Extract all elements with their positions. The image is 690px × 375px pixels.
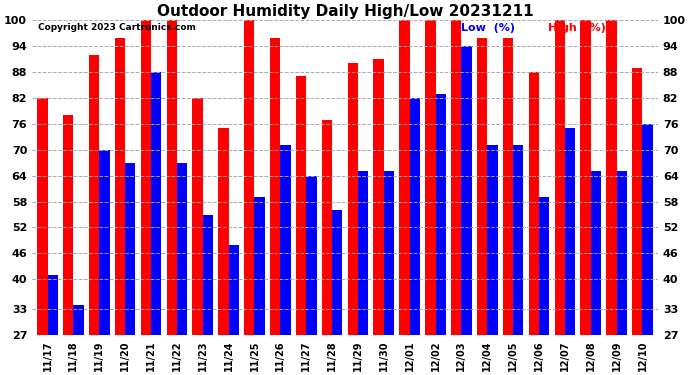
Text: Low  (%): Low (%) xyxy=(461,24,515,33)
Bar xyxy=(451,20,462,335)
Bar xyxy=(322,120,332,335)
Bar xyxy=(177,163,187,335)
Bar xyxy=(487,146,497,335)
Bar xyxy=(513,146,524,335)
Bar xyxy=(306,176,317,335)
Bar xyxy=(48,275,58,335)
Bar xyxy=(244,20,255,335)
Bar xyxy=(565,128,575,335)
Bar xyxy=(255,197,265,335)
Bar xyxy=(373,59,384,335)
Bar xyxy=(99,150,110,335)
Bar xyxy=(591,171,601,335)
Bar xyxy=(125,163,135,335)
Bar xyxy=(203,214,213,335)
Title: Outdoor Humidity Daily High/Low 20231211: Outdoor Humidity Daily High/Low 20231211 xyxy=(157,4,533,19)
Bar xyxy=(193,98,203,335)
Bar xyxy=(280,146,290,335)
Bar xyxy=(529,72,539,335)
Bar xyxy=(141,20,151,335)
Bar xyxy=(539,197,549,335)
Bar xyxy=(151,72,161,335)
Text: High  (%): High (%) xyxy=(549,24,607,33)
Bar xyxy=(503,38,513,335)
Bar xyxy=(410,98,420,335)
Bar xyxy=(63,115,73,335)
Bar xyxy=(348,63,358,335)
Bar xyxy=(617,171,627,335)
Bar xyxy=(332,210,342,335)
Bar xyxy=(358,171,368,335)
Bar xyxy=(462,46,472,335)
Bar xyxy=(435,94,446,335)
Bar xyxy=(580,20,591,335)
Bar xyxy=(384,171,394,335)
Bar xyxy=(73,305,83,335)
Bar xyxy=(270,38,280,335)
Bar xyxy=(89,55,99,335)
Bar xyxy=(218,128,228,335)
Bar xyxy=(425,20,435,335)
Bar xyxy=(477,38,487,335)
Bar xyxy=(607,20,617,335)
Bar xyxy=(37,98,48,335)
Text: Copyright 2023 Cartronics.com: Copyright 2023 Cartronics.com xyxy=(38,24,196,33)
Bar xyxy=(115,38,125,335)
Bar xyxy=(642,124,653,335)
Bar xyxy=(166,20,177,335)
Bar xyxy=(555,20,565,335)
Bar xyxy=(632,68,642,335)
Bar xyxy=(400,20,410,335)
Bar xyxy=(296,76,306,335)
Bar xyxy=(228,245,239,335)
